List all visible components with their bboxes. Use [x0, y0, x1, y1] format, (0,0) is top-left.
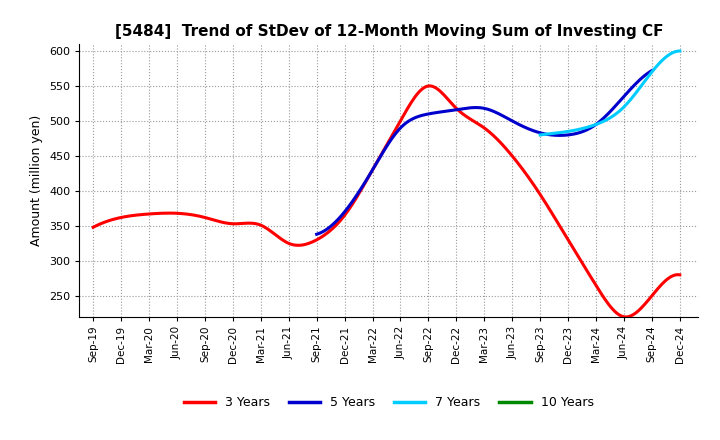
- Y-axis label: Amount (million yen): Amount (million yen): [30, 115, 43, 246]
- Legend: 3 Years, 5 Years, 7 Years, 10 Years: 3 Years, 5 Years, 7 Years, 10 Years: [179, 391, 598, 414]
- Title: [5484]  Trend of StDev of 12-Month Moving Sum of Investing CF: [5484] Trend of StDev of 12-Month Moving…: [114, 24, 663, 39]
